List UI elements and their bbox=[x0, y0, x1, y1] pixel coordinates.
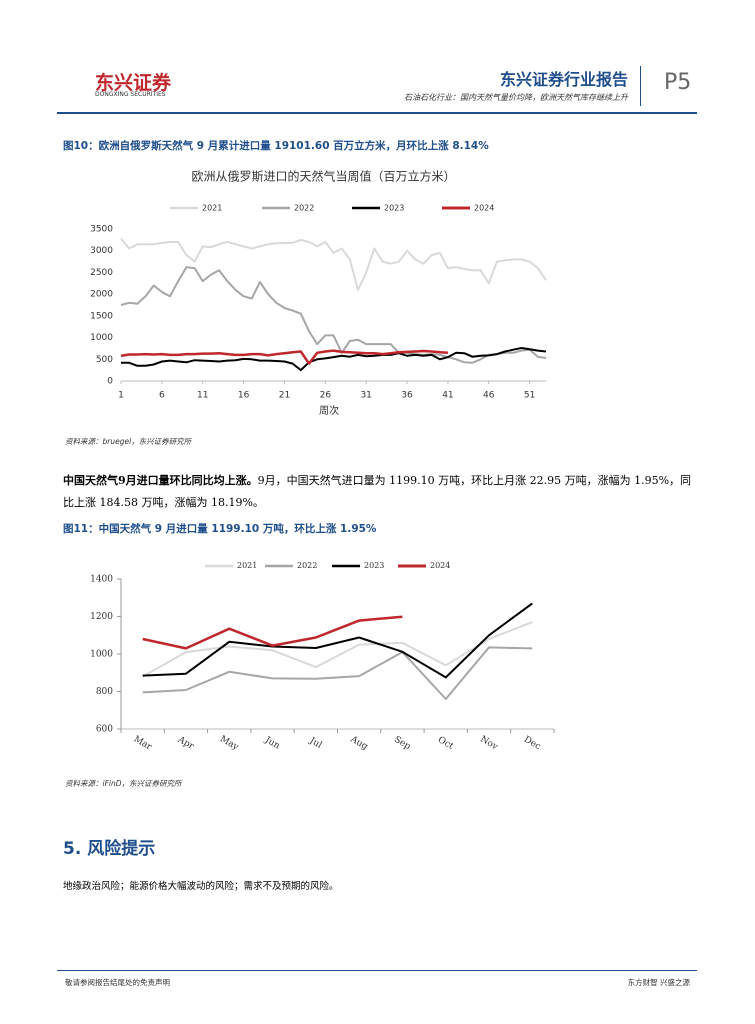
paragraph-body: 9月，中国天然气进口量为 1199.10 万吨，环比上月涨 22.95 万吨，涨… bbox=[63, 474, 692, 509]
series-line bbox=[142, 621, 533, 678]
x-tick-label: Dec bbox=[522, 735, 542, 752]
x-tick-label: Sep bbox=[392, 735, 412, 752]
source-note: 资料来源：bruegel，东兴证券研究所 bbox=[65, 437, 192, 446]
x-tick-label: 31 bbox=[360, 391, 371, 401]
series-line bbox=[142, 646, 533, 700]
y-tick-label: 3500 bbox=[90, 225, 113, 235]
legend-label: 2022 bbox=[294, 204, 314, 213]
y-tick-label: 500 bbox=[96, 355, 113, 365]
x-tick-label: May bbox=[218, 734, 241, 753]
series-line bbox=[120, 349, 448, 365]
x-tick-label: 21 bbox=[279, 391, 290, 401]
y-tick-label: 2500 bbox=[90, 268, 113, 278]
figure-caption: 图11：中国天然气 9 月进口量 1199.10 万吨，环比上涨 1.95% bbox=[63, 523, 377, 535]
report-subtitle: 石油石化行业：国内天然气量价均降，欧洲天然气库存继续上升 bbox=[404, 93, 628, 102]
chart: 600 800 1000 1200 1400 Mar Apr May Jun Jul Aug Sep O… bbox=[90, 561, 555, 753]
legend-label: 2024 bbox=[430, 561, 450, 570]
section-text: 地缘政治风险；能源价格大幅波动的风险；需求不及预期的风险。 bbox=[63, 881, 339, 892]
chart: 欧洲从俄罗斯进口的天然气当周值（百万立方米） 0 500 1000 1500 2000 25… bbox=[90, 169, 547, 417]
x-axis-title: 周次 bbox=[319, 404, 339, 417]
x-tick-label: Jul bbox=[307, 736, 324, 751]
legend-label: 2021 bbox=[202, 204, 222, 213]
x-tick-label: Aug bbox=[348, 734, 370, 752]
y-tick-label: 3000 bbox=[90, 246, 113, 256]
series-line bbox=[120, 237, 547, 291]
x-tick-label: Apr bbox=[175, 734, 196, 752]
paragraph: 中国天然气9月进口量环比同比均上涨。9月，中国天然气进口量为 1199.10 万… bbox=[63, 470, 693, 514]
x-tick-label: 26 bbox=[320, 391, 332, 401]
y-tick-label: 1000 bbox=[90, 650, 113, 660]
footer-left: 敬请参阅报告结尾处的免责声明 bbox=[65, 978, 170, 987]
legend-label: 2023 bbox=[384, 204, 404, 213]
x-tick-label: 46 bbox=[483, 391, 495, 401]
legend-label: 2024 bbox=[474, 204, 494, 213]
header-rule bbox=[57, 112, 697, 114]
page-number: P5 bbox=[664, 70, 692, 95]
x-tick-label: 41 bbox=[442, 391, 453, 401]
y-tick-label: 1000 bbox=[90, 333, 113, 343]
x-tick-label: Nov bbox=[478, 735, 500, 753]
source-note: 资料来源：iFinD，东兴证券研究所 bbox=[65, 779, 182, 788]
legend-label: 2021 bbox=[237, 561, 257, 570]
section-heading: 5. 风险提示 bbox=[63, 839, 156, 859]
paragraph-lead: 中国天然气9月进口量环比同比均上涨。 bbox=[63, 474, 258, 487]
series-line bbox=[142, 602, 533, 679]
legend-label: 2023 bbox=[364, 561, 384, 570]
x-tick-label: 1 bbox=[118, 391, 124, 401]
x-tick-label: 16 bbox=[238, 391, 250, 401]
y-tick-label: 1500 bbox=[90, 311, 113, 321]
series-line bbox=[142, 615, 403, 650]
series-line bbox=[121, 347, 547, 372]
x-tick-label: 11 bbox=[197, 391, 208, 401]
logo-text: 东兴证券 bbox=[95, 72, 172, 94]
report-title: 东兴证券行业报告 bbox=[499, 70, 628, 89]
x-tick-label: 6 bbox=[159, 391, 165, 401]
x-tick-label: Jun bbox=[262, 735, 281, 752]
y-tick-label: 1400 bbox=[90, 575, 113, 585]
footer-rule bbox=[57, 970, 697, 971]
y-tick-label: 600 bbox=[96, 725, 113, 735]
footer-right: 东方财智 兴盛之源 bbox=[627, 978, 690, 987]
header-divider bbox=[640, 66, 641, 106]
x-tick-label: Mar bbox=[132, 734, 154, 752]
y-tick-label: 800 bbox=[96, 687, 113, 697]
figure-caption: 图10：欧洲自俄罗斯天然气 9 月累计进口量 19101.60 百万立方米，月环… bbox=[63, 140, 489, 152]
legend-label: 2022 bbox=[297, 561, 317, 570]
logo-icon bbox=[0, 65, 60, 105]
chart-title: 欧洲从俄罗斯进口的天然气当周值（百万立方米） bbox=[191, 169, 455, 184]
x-tick-label: Oct bbox=[436, 735, 455, 752]
y-tick-label: 2000 bbox=[90, 290, 113, 300]
x-tick-label: 51 bbox=[524, 391, 535, 401]
series-line bbox=[120, 266, 547, 364]
x-tick-label: 36 bbox=[401, 391, 413, 401]
y-tick-label: 0 bbox=[107, 377, 113, 387]
logo-en: DONGXING SECURITIES bbox=[95, 91, 166, 98]
y-tick-label: 1200 bbox=[90, 612, 113, 622]
